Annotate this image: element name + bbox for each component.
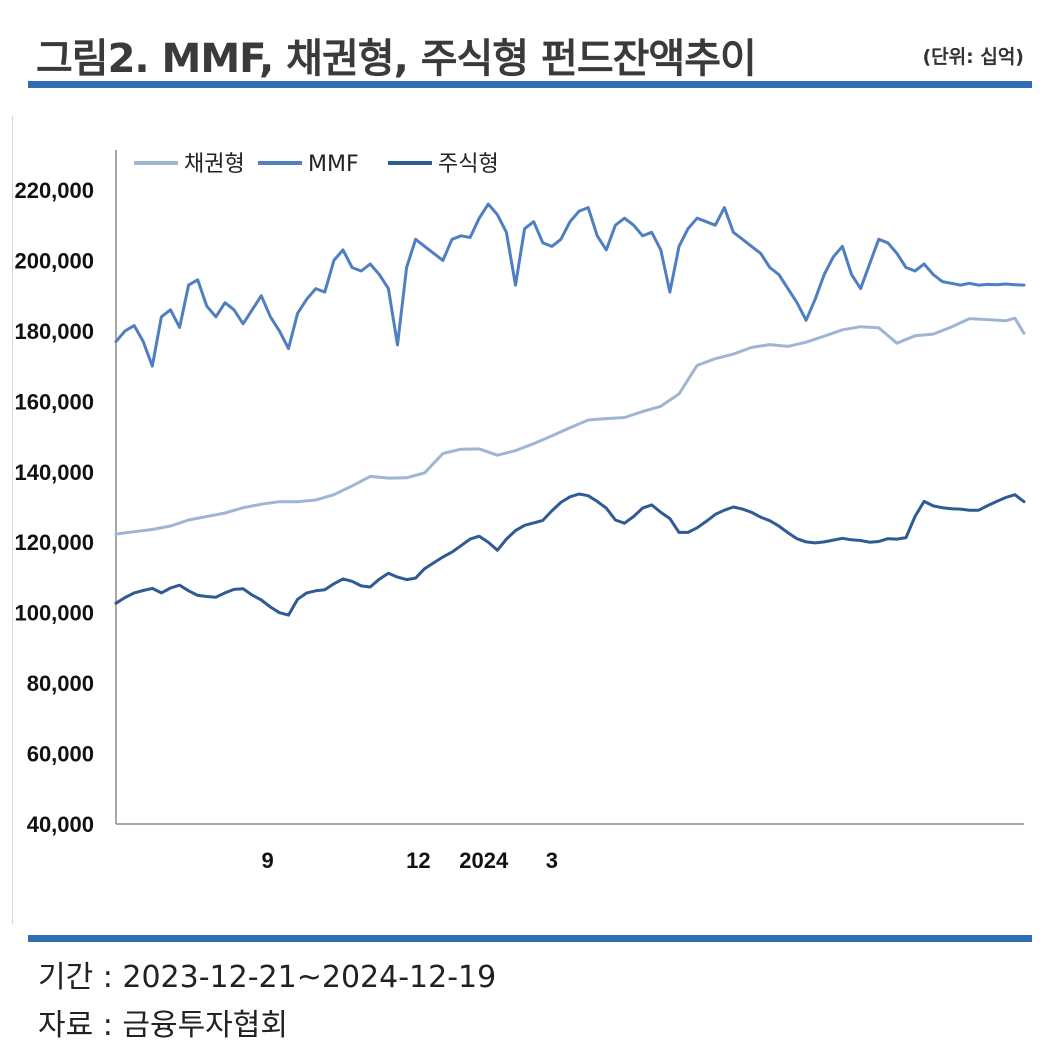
y-tick-label: 220,000 <box>14 178 94 203</box>
series-line-채권형 <box>114 316 1026 536</box>
chart-series <box>114 202 1026 617</box>
source-note: 자료 : 금융투자협회 <box>38 1008 288 1043</box>
chart-frame-edge <box>12 116 13 924</box>
y-tick-label: 180,000 <box>14 319 94 344</box>
legend-label: 채권형 <box>184 152 245 177</box>
y-tick-label: 100,000 <box>14 601 94 626</box>
period-note: 기간 : 2023-12-21~2024-12-19 <box>38 960 497 995</box>
page-title: 그림2. MMF, 채권형, 주식형 펀드잔액추이 <box>36 36 757 82</box>
y-tick-label: 80,000 <box>27 671 94 696</box>
x-tick-label: 3 <box>546 848 558 873</box>
legend-label: MMF <box>308 152 359 177</box>
x-tick-label: 12 <box>406 848 430 873</box>
y-tick-label: 200,000 <box>14 248 94 273</box>
y-tick-label: 160,000 <box>14 389 94 414</box>
y-tick-label: 40,000 <box>27 812 94 837</box>
y-tick-label: 120,000 <box>14 530 94 555</box>
chart-legend: 채권형 MMF 주식형 <box>134 152 499 177</box>
y-tick-label: 60,000 <box>27 742 94 767</box>
x-tick-label: 2024 <box>459 848 509 873</box>
header-rule <box>28 81 1032 88</box>
series-line-주식형 <box>114 492 1026 617</box>
legend-label: 주식형 <box>438 152 499 177</box>
x-axis: 9 12 2024 3 <box>116 823 1024 873</box>
footer-rule <box>28 935 1032 942</box>
series-line-MMF <box>114 202 1026 368</box>
unit-label: (단위: 십억) <box>922 46 1024 68</box>
y-axis: 220,000 200,000 180,000 160,000 140,000 120,0… <box>14 150 117 837</box>
x-tick-label: 9 <box>262 848 274 873</box>
fund-balance-chart: 채권형 MMF 주식형 220,000 200,000 180,000 160,000 14… <box>14 150 1026 873</box>
y-tick-label: 140,000 <box>14 460 94 485</box>
